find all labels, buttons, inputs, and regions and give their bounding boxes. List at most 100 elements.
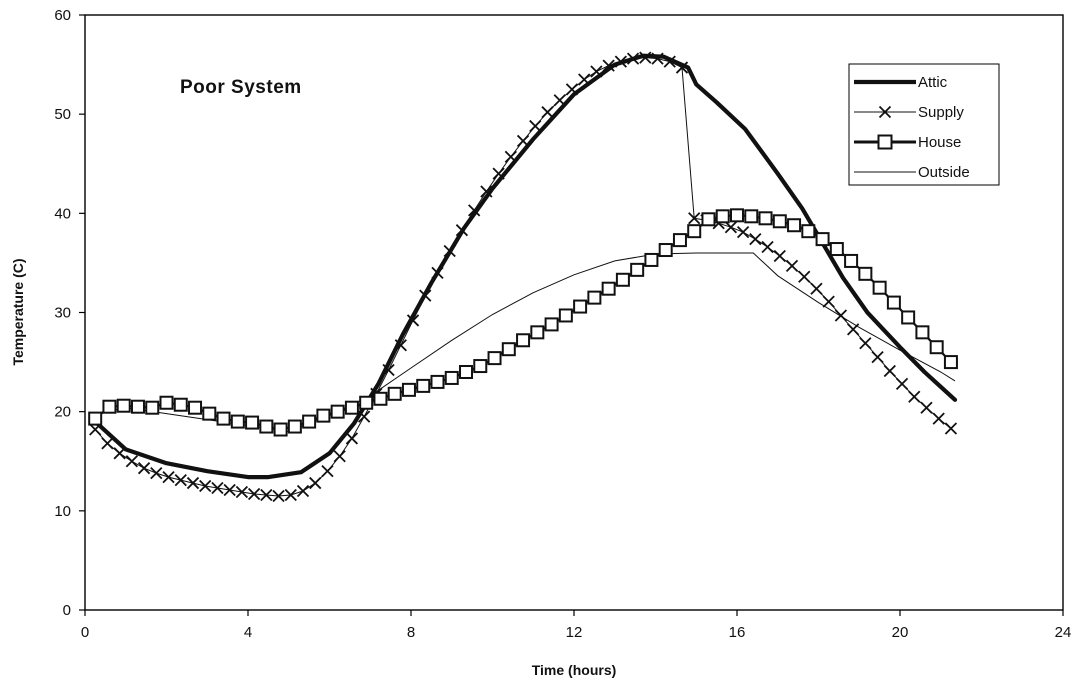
series-markers-house [88,208,958,437]
legend-label-outside: Outside [918,164,970,181]
supply-marker [211,481,224,495]
house-marker [744,209,759,224]
house-marker [630,262,645,277]
house-marker [501,342,516,357]
supply-marker [688,212,701,225]
supply-marker [724,221,738,234]
house-marker [658,243,673,258]
supply-marker [186,476,200,490]
y-tick-label: 60 [54,7,71,24]
supply-marker [174,473,187,487]
house-marker [373,391,388,406]
supply-marker [333,450,346,463]
supply-marker [529,119,542,133]
y-tick-label: 20 [54,404,71,421]
house-marker [886,295,901,310]
supply-marker [150,467,163,480]
supply-marker [358,410,371,423]
supply-marker [480,185,493,198]
chart-title: Poor System [180,77,302,98]
house-marker [929,340,944,355]
legend-box [848,63,1000,186]
house-marker [730,208,744,223]
house-marker [530,325,545,340]
house-marker [444,370,459,385]
house-marker [344,400,359,415]
legend-label-house: House [918,134,961,151]
series-markers-supply [89,51,958,503]
supply-marker [749,232,762,246]
supply-marker [773,249,786,263]
supply-marker [137,462,151,475]
supply-marker [785,259,799,273]
legend-marker-house [877,134,893,150]
house-marker [715,209,730,224]
house-marker [601,281,616,296]
house-marker [473,359,488,374]
house-marker [216,411,231,426]
supply-marker [321,465,334,478]
legend: Attic Supply House Outside [848,63,1000,186]
supply-marker [834,309,848,322]
supply-marker [761,240,774,254]
house-marker [587,290,602,305]
house-marker [787,218,802,233]
house-marker [672,233,687,248]
house-marker [516,333,531,348]
supply-marker [883,364,896,378]
house-marker [116,398,131,413]
house-marker [273,422,288,437]
house-marker [359,395,374,410]
y-axis-title: Temperature (C) [10,258,26,365]
house-marker [558,308,573,323]
legend-label-supply: Supply [918,104,964,121]
house-marker [230,414,245,429]
supply-marker [296,484,310,498]
x-tick-label: 20 [892,624,909,641]
supply-marker [675,61,689,74]
y-tick-label: 50 [54,106,71,123]
house-marker [316,408,331,423]
house-marker [173,397,188,412]
series-layer [88,51,958,503]
y-tick-label: 10 [54,503,71,520]
house-marker [202,406,217,421]
supply-marker [553,94,566,107]
house-marker [459,365,474,379]
supply-marker [798,270,811,283]
house-marker [159,395,174,410]
house-marker [387,386,402,401]
supply-marker [309,476,322,490]
house-marker [302,414,317,429]
x-tick-label: 16 [729,624,746,641]
supply-marker [247,487,261,501]
supply-marker [871,350,884,364]
supply-marker [908,390,921,403]
house-marker [844,253,859,268]
supply-marker [590,65,603,78]
house-marker [416,378,431,393]
house-marker [544,317,559,332]
supply-marker [944,422,958,435]
supply-marker [260,488,273,502]
supply-marker [199,479,212,493]
y-tick-label: 0 [63,602,71,619]
house-marker [188,400,203,415]
supply-marker [162,470,175,484]
house-marker [487,351,502,366]
house-marker [687,224,702,239]
house-marker [829,242,844,257]
x-tick-label: 0 [81,624,89,641]
supply-marker [223,483,236,497]
y-tick-label: 40 [54,205,71,222]
x-tick-label: 4 [244,624,252,641]
supply-marker [822,295,835,308]
house-marker [287,419,302,434]
supply-marker [810,282,823,295]
supply-marker [101,437,114,450]
supply-marker [492,167,505,180]
supply-marker [565,83,579,96]
house-marker [573,299,588,314]
supply-marker [272,489,285,503]
